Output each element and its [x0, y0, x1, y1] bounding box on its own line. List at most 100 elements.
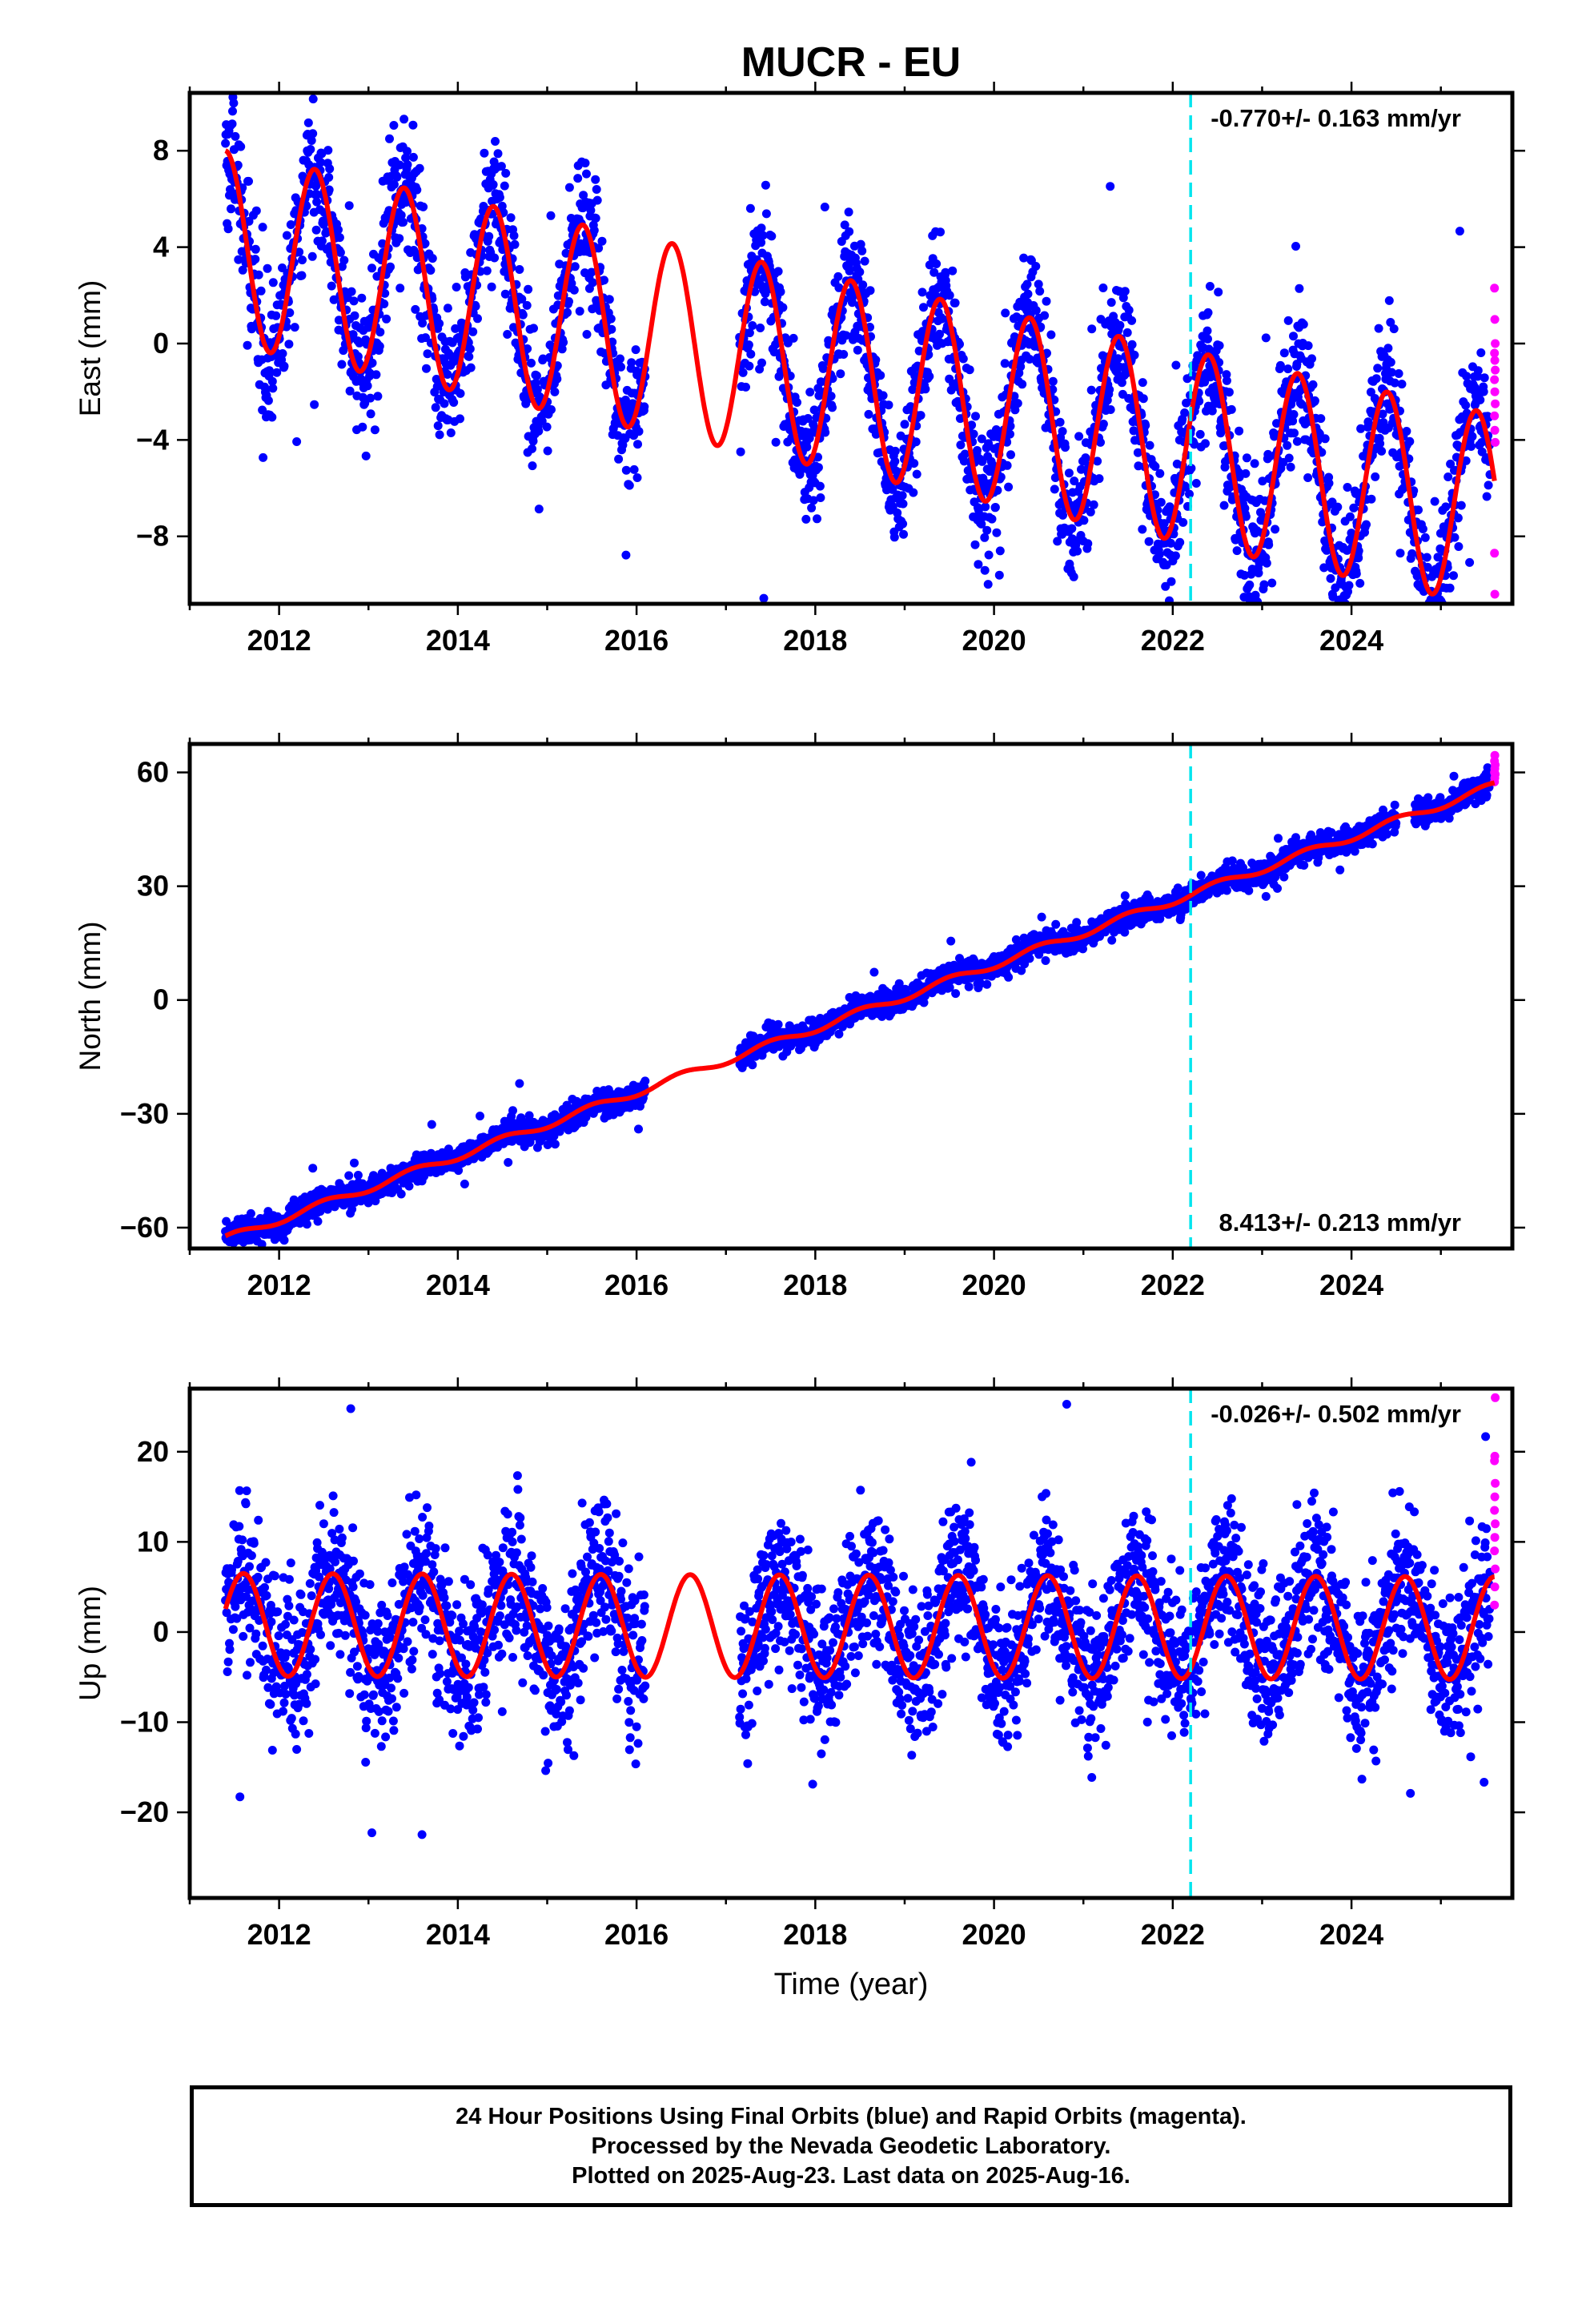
- final-point: [306, 145, 315, 154]
- final-point: [1407, 549, 1417, 558]
- final-point: [1349, 503, 1359, 513]
- final-point: [559, 338, 568, 347]
- final-point: [757, 223, 766, 233]
- final-point: [1333, 607, 1342, 616]
- final-point: [267, 412, 277, 422]
- final-point: [1310, 396, 1319, 405]
- final-point: [925, 260, 934, 270]
- final-point: [988, 460, 998, 470]
- plot-area: [221, 744, 1500, 1248]
- final-point: [1479, 387, 1488, 396]
- final-point: [323, 146, 333, 155]
- final-point: [350, 311, 359, 320]
- final-point: [460, 1180, 469, 1188]
- final-point: [1162, 561, 1171, 569]
- final-point: [466, 363, 476, 372]
- final-point: [841, 331, 851, 340]
- final-point: [347, 1204, 357, 1214]
- final-point: [570, 262, 580, 271]
- final-point: [1389, 324, 1399, 334]
- final-point: [316, 158, 325, 167]
- final-point: [588, 278, 597, 287]
- final-point: [1200, 377, 1210, 387]
- final-point: [1203, 308, 1213, 317]
- final-point: [1145, 440, 1154, 450]
- final-point: [1283, 364, 1293, 374]
- final-point: [491, 137, 500, 146]
- final-point: [1227, 404, 1236, 414]
- final-point: [375, 328, 385, 337]
- final-point: [1093, 456, 1102, 466]
- final-point: [1040, 311, 1050, 320]
- final-point: [802, 442, 812, 452]
- final-point: [534, 505, 544, 514]
- final-point: [955, 340, 964, 349]
- final-point: [420, 239, 430, 248]
- final-point: [1094, 474, 1104, 484]
- final-point: [404, 1181, 414, 1191]
- final-point: [582, 330, 592, 339]
- final-point: [313, 1216, 323, 1226]
- final-point: [1171, 360, 1181, 370]
- final-point: [969, 429, 978, 439]
- final-point: [987, 514, 997, 524]
- final-point: [995, 546, 1005, 556]
- final-point: [1031, 306, 1041, 316]
- final-point: [1262, 558, 1271, 568]
- final-point: [421, 333, 430, 343]
- final-point: [1316, 414, 1326, 424]
- final-point: [366, 409, 375, 419]
- final-point: [1013, 399, 1022, 408]
- final-point: [977, 519, 986, 529]
- final-point: [496, 162, 506, 171]
- final-point: [1037, 912, 1046, 922]
- rapid-point: [1491, 399, 1500, 408]
- final-point: [1461, 456, 1471, 465]
- final-point: [1098, 420, 1108, 428]
- final-point: [371, 370, 381, 380]
- final-point: [492, 38, 501, 47]
- final-point: [900, 420, 909, 429]
- final-point: [1371, 374, 1381, 384]
- final-point: [1190, 440, 1199, 449]
- final-point: [228, 107, 237, 116]
- final-point: [229, 99, 239, 108]
- final-point: [1283, 316, 1293, 325]
- final-point: [1002, 460, 1012, 470]
- final-point: [1366, 388, 1375, 397]
- final-point: [515, 265, 524, 274]
- final-point: [557, 344, 567, 354]
- final-point: [360, 399, 370, 408]
- final-point: [311, 225, 321, 235]
- final-point: [1289, 332, 1298, 341]
- final-point: [741, 382, 750, 392]
- final-point: [401, 198, 411, 207]
- final-point: [315, 32, 324, 41]
- final-point: [451, 324, 460, 333]
- final-point: [1127, 316, 1137, 325]
- final-point: [1303, 341, 1313, 351]
- final-point: [573, 174, 583, 183]
- final-point: [490, 253, 500, 263]
- final-point: [594, 243, 604, 253]
- final-point: [419, 202, 428, 211]
- final-point: [1077, 464, 1086, 474]
- final-point: [1191, 479, 1201, 488]
- final-point: [1272, 419, 1281, 428]
- final-point: [959, 456, 969, 466]
- final-point: [1308, 380, 1318, 389]
- final-point: [1232, 546, 1242, 556]
- final-point: [1328, 592, 1338, 601]
- final-point: [284, 340, 294, 349]
- final-point: [227, 204, 235, 214]
- final-point: [769, 348, 779, 357]
- final-point: [833, 271, 843, 281]
- final-point: [1001, 308, 1010, 318]
- final-point: [773, 1019, 783, 1029]
- y-axis-label: East (mm): [74, 280, 106, 417]
- final-point: [1445, 583, 1455, 593]
- final-point: [428, 254, 437, 263]
- final-point: [1018, 380, 1027, 389]
- final-point: [844, 207, 853, 217]
- final-point: [761, 180, 770, 190]
